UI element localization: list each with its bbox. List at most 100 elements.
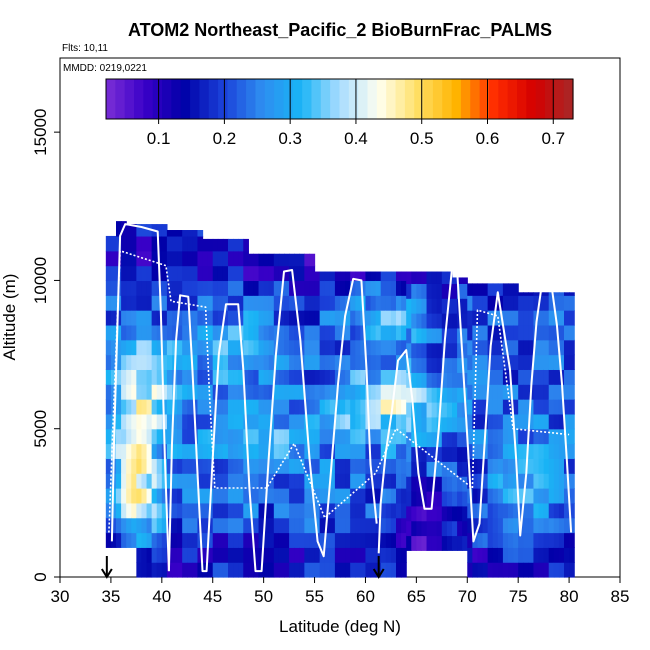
- heatmap-cell: [243, 458, 249, 474]
- heatmap-cell: [370, 413, 377, 430]
- heatmap-cell: [105, 532, 112, 548]
- heatmap-cell: [110, 250, 117, 267]
- heatmap-cell: [136, 532, 143, 548]
- heatmap-cell: [253, 295, 260, 311]
- heatmap-cell: [161, 384, 168, 400]
- heatmap-cell: [564, 369, 570, 385]
- heatmap-cell: [569, 443, 575, 459]
- heatmap-cell: [523, 517, 529, 534]
- heatmap-cell: [131, 250, 137, 267]
- heatmap-cell: [345, 369, 351, 385]
- heatmap-cell: [502, 532, 509, 548]
- heatmap-cell: [553, 502, 560, 519]
- heatmap-cell: [187, 502, 193, 519]
- heatmap-cell: [151, 488, 158, 504]
- heatmap-cell: [518, 547, 524, 563]
- heatmap-cell: [436, 446, 443, 462]
- x-tick-label: 45: [203, 587, 222, 606]
- heatmap-cell: [441, 313, 448, 329]
- heatmap-cell: [309, 324, 316, 341]
- heatmap-cell: [166, 310, 173, 326]
- heatmap-cell: [421, 520, 428, 537]
- heatmap-cell: [350, 324, 356, 341]
- heatmap-cell: [248, 295, 255, 311]
- heatmap-cell: [569, 532, 575, 548]
- heatmap-cell: [340, 488, 346, 504]
- heatmap-cell: [411, 446, 417, 462]
- heatmap-cell: [166, 235, 173, 252]
- heatmap-cell: [421, 283, 428, 299]
- heatmap-cell: [141, 235, 148, 252]
- heatmap-cell: [472, 295, 479, 311]
- heatmap-cell: [457, 476, 463, 492]
- heatmap-cell: [121, 443, 127, 459]
- heatmap-cell: [294, 295, 300, 311]
- colorbar-segment: [507, 79, 518, 119]
- heatmap-cell: [543, 458, 550, 474]
- heatmap-cell: [543, 292, 550, 296]
- heatmap-cell: [350, 547, 356, 563]
- heatmap-cell: [553, 458, 560, 474]
- heatmap-cell: [340, 354, 346, 370]
- heatmap-cell: [136, 295, 143, 311]
- heatmap-cell: [263, 265, 270, 282]
- heatmap-cell: [487, 547, 494, 563]
- heatmap-cell: [146, 369, 153, 385]
- heatmap-cell: [197, 562, 204, 578]
- heatmap-cell: [314, 295, 321, 311]
- heatmap-cell: [375, 384, 382, 400]
- heatmap-cell: [243, 295, 249, 311]
- heatmap-cell: [126, 473, 132, 489]
- heatmap-cell: [121, 428, 127, 445]
- heatmap-cell: [365, 547, 372, 563]
- heatmap-cell: [177, 265, 183, 282]
- heatmap-cell: [441, 476, 448, 492]
- heatmap-cell: [253, 413, 260, 430]
- heatmap-cell: [548, 458, 555, 474]
- heatmap-cell: [187, 443, 193, 459]
- heatmap-cell: [294, 339, 300, 356]
- heatmap-cell: [401, 384, 407, 400]
- heatmap-cell: [416, 372, 423, 388]
- heatmap-cell: [238, 295, 244, 311]
- heatmap-cell: [217, 369, 224, 385]
- heatmap-cell: [304, 532, 311, 548]
- heatmap-cell: [523, 547, 529, 563]
- heatmap-cell: [441, 520, 448, 537]
- heatmap-cell: [340, 547, 346, 563]
- heatmap-cell: [564, 517, 570, 534]
- heatmap-cell: [329, 369, 336, 385]
- heatmap-cell: [533, 443, 540, 459]
- heatmap-cell: [177, 235, 183, 252]
- heatmap-cell: [543, 443, 550, 459]
- heatmap-cell: [202, 339, 209, 356]
- colorbar-segment: [395, 79, 406, 119]
- heatmap-cell: [472, 547, 479, 563]
- heatmap-cell: [217, 428, 224, 445]
- heatmap-cell: [151, 502, 158, 519]
- heatmap-cell: [401, 295, 407, 311]
- heatmap-cell: [528, 458, 535, 474]
- heatmap-cell: [268, 265, 275, 282]
- heatmap-cell: [197, 354, 204, 370]
- heatmap-cell: [222, 562, 229, 578]
- heatmap-cell: [518, 292, 524, 296]
- heatmap-cell: [141, 458, 148, 474]
- heatmap-cell: [360, 458, 367, 474]
- heatmap-cell: [141, 517, 148, 534]
- heatmap-cell: [233, 310, 239, 326]
- heatmap-cell: [278, 253, 285, 267]
- heatmap-cell: [385, 458, 392, 474]
- heatmap-cell: [197, 428, 204, 445]
- heatmap-cell: [182, 517, 188, 534]
- heatmap-cell: [375, 428, 382, 445]
- heatmap-cell: [314, 271, 321, 282]
- colorbar-segment: [563, 79, 574, 119]
- heatmap-cell: [233, 339, 239, 356]
- heatmap-cell: [161, 280, 168, 296]
- heatmap-cell: [538, 488, 545, 504]
- heatmap-cell: [166, 384, 173, 400]
- heatmap-cell: [299, 399, 305, 415]
- x-tick-label: 85: [611, 587, 630, 606]
